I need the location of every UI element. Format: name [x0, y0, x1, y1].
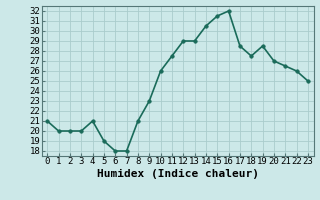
X-axis label: Humidex (Indice chaleur): Humidex (Indice chaleur) [97, 169, 259, 179]
